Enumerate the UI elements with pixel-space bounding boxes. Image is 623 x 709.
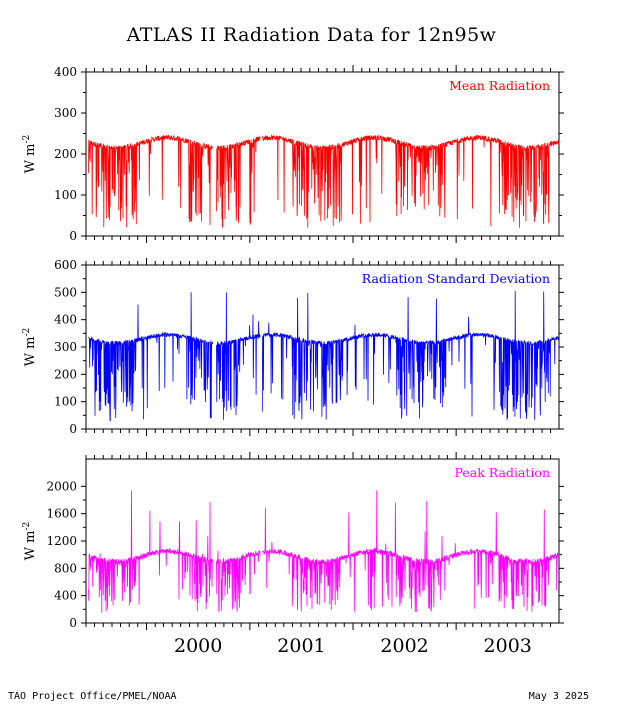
footer-credit: TAO Project Office/PMEL/NOAA [8, 691, 177, 702]
y-tick-label: 600 [54, 258, 77, 272]
x-year-label: 2000 [174, 635, 222, 657]
x-year-label: 2002 [380, 635, 428, 657]
page-title: ATLAS II Radiation Data for 12n95w [126, 24, 497, 46]
y-tick-label: 400 [54, 65, 77, 79]
y-tick-label: 0 [69, 229, 77, 243]
y-tick-label: 2000 [46, 479, 77, 493]
series-line [261, 134, 560, 228]
y-axis-label: W m-2 [22, 522, 38, 561]
y-tick-label: 800 [54, 561, 77, 575]
y-tick-label: 100 [54, 395, 77, 409]
y-tick-label: 400 [54, 313, 77, 327]
series-line [88, 134, 213, 228]
series-line [216, 136, 261, 228]
series-line [261, 290, 560, 421]
series-line [216, 292, 261, 420]
y-axis-label: W m-2 [22, 328, 38, 367]
footer-date: May 3 2025 [528, 691, 589, 702]
y-tick-label: 300 [54, 106, 77, 120]
plot-frame [85, 458, 560, 624]
y-tick-label: 1200 [46, 534, 77, 548]
y-tick-label: 200 [54, 367, 77, 381]
y-tick-label: 1600 [46, 507, 77, 521]
x-year-label: 2003 [484, 635, 532, 657]
y-tick-label: 400 [54, 589, 77, 603]
y-tick-label: 500 [54, 285, 77, 299]
panel-label: Radiation Standard Deviation [362, 271, 550, 286]
y-tick-label: 0 [69, 422, 77, 436]
panel-label: Peak Radiation [455, 465, 550, 480]
panel-label: Mean Radiation [449, 78, 550, 93]
series-line [261, 490, 560, 613]
y-tick-label: 100 [54, 188, 77, 202]
series-line [216, 550, 261, 612]
y-axis-label: W m-2 [22, 135, 38, 174]
y-tick-label: 300 [54, 340, 77, 354]
series-line [88, 490, 213, 613]
y-tick-label: 200 [54, 147, 77, 161]
x-year-label: 2001 [277, 635, 325, 657]
y-tick-label: 0 [69, 616, 77, 630]
series-line [88, 292, 213, 422]
